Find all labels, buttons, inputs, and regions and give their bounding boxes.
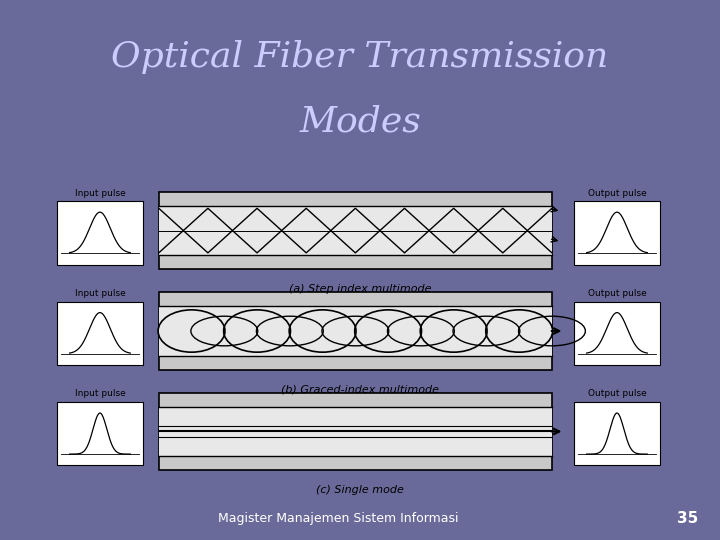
Bar [158,206,552,255]
Bar [158,192,552,269]
Text: Magister Manajemen Sistem Informasi: Magister Manajemen Sistem Informasi [218,512,459,525]
Bar [158,393,552,470]
Text: Input pulse: Input pulse [75,188,125,198]
Bar [158,407,552,456]
Bar [158,292,552,370]
Text: Modes: Modes [299,105,421,138]
Bar [57,402,143,465]
Text: 35: 35 [677,511,698,526]
Text: Optical Fiber Transmission: Optical Fiber Transmission [112,40,608,73]
Text: (b) Graced-index multimode: (b) Graced-index multimode [281,384,439,395]
Text: Output pulse: Output pulse [588,289,647,298]
Text: Input pulse: Input pulse [75,289,125,298]
Bar [574,302,660,365]
Bar [574,201,660,265]
Bar [57,201,143,265]
Bar [158,306,552,356]
Text: (a) Step index multimode: (a) Step index multimode [289,284,431,294]
Text: (c) Single mode: (c) Single mode [316,485,404,495]
Text: Output pulse: Output pulse [588,188,647,198]
Text: Input pulse: Input pulse [75,389,125,399]
Text: Output pulse: Output pulse [588,389,647,399]
Bar [574,402,660,465]
Bar [57,302,143,365]
